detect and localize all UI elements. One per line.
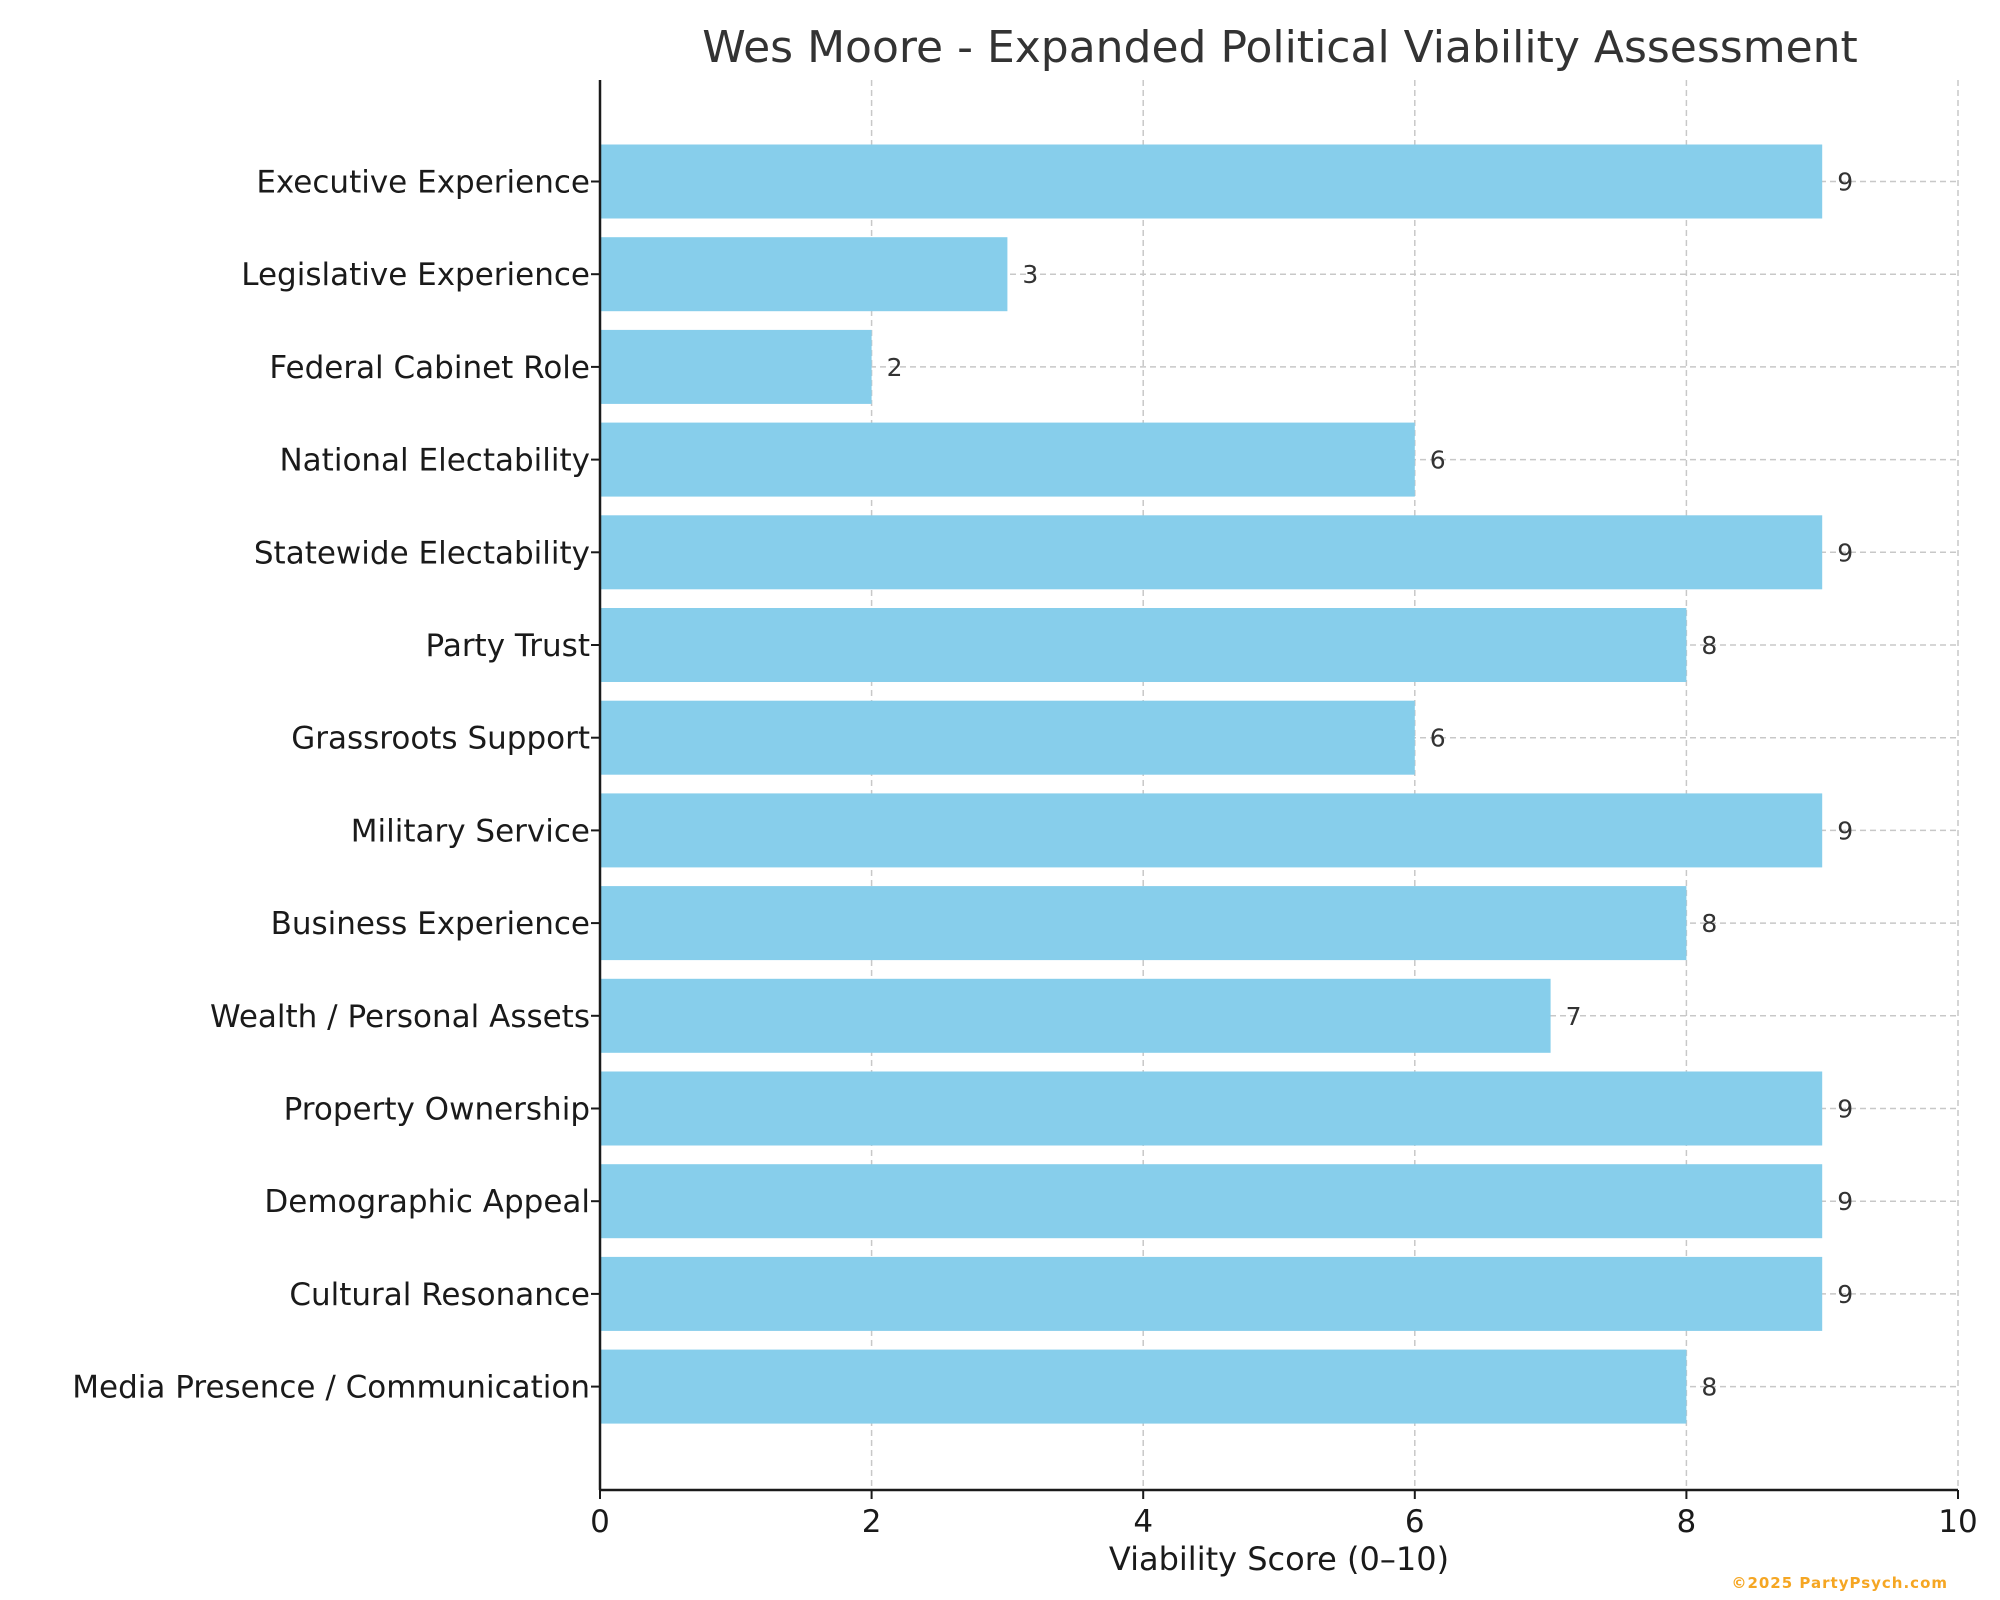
value-label: 3 <box>1022 260 1038 289</box>
x-tick-label: 10 <box>1938 1504 1977 1540</box>
bar <box>600 515 1823 590</box>
bar <box>600 422 1415 497</box>
category-label: Wealth / Personal Assets <box>210 999 590 1035</box>
axes <box>598 80 1958 1492</box>
category-label: Grassroots Support <box>291 721 590 757</box>
x-tick-label: 2 <box>862 1504 882 1540</box>
value-labels: 9 3 2 6 9 8 6 9 8 7 9 9 9 8 <box>887 168 1854 1402</box>
x-axis-label: Viability Score (0–10) <box>1109 1540 1449 1578</box>
value-label: 9 <box>1837 538 1853 567</box>
category-label: Party Trust <box>426 628 590 664</box>
category-label: National Electability <box>279 443 590 479</box>
category-label: Media Presence / Communication <box>72 1370 590 1406</box>
category-label: Cultural Resonance <box>289 1277 590 1313</box>
watermark: ©2025 PartyPsych.com <box>1731 1574 1948 1592</box>
category-label: Executive Experience <box>256 165 590 201</box>
value-label: 8 <box>1701 631 1717 660</box>
category-label: Property Ownership <box>284 1092 590 1128</box>
bar <box>600 329 872 404</box>
value-label: 8 <box>1701 1373 1717 1402</box>
value-label: 9 <box>1837 816 1853 845</box>
category-label: Military Service <box>351 813 590 849</box>
value-label: 6 <box>1430 446 1446 475</box>
value-label: 9 <box>1837 1095 1853 1124</box>
x-tick-label: 4 <box>1133 1504 1153 1540</box>
value-label: 6 <box>1430 724 1446 753</box>
value-label: 8 <box>1701 909 1717 938</box>
bar <box>600 608 1687 682</box>
bar <box>600 1164 1823 1239</box>
category-labels: Executive Experience Legislative Experien… <box>72 165 600 1406</box>
bar <box>600 978 1551 1053</box>
value-label: 9 <box>1837 1187 1853 1216</box>
bar <box>600 144 1823 219</box>
bar <box>600 1256 1823 1331</box>
category-label: Legislative Experience <box>241 257 590 293</box>
category-label: Demographic Appeal <box>264 1184 590 1220</box>
bar <box>600 700 1415 775</box>
category-label: Business Experience <box>271 906 590 942</box>
bars <box>600 144 1823 1424</box>
x-tick-labels: 0 2 4 6 8 10 <box>590 1490 1978 1540</box>
category-label: Federal Cabinet Role <box>269 350 590 386</box>
x-tick-label: 0 <box>590 1504 610 1540</box>
chart-title: Wes Moore - Expanded Political Viability… <box>702 22 1858 73</box>
bar <box>600 1349 1687 1424</box>
value-label: 2 <box>887 353 903 382</box>
value-label: 7 <box>1566 1002 1582 1031</box>
value-label: 9 <box>1837 1280 1853 1309</box>
bar <box>600 1071 1823 1146</box>
bar <box>600 886 1687 961</box>
x-tick-label: 8 <box>1677 1504 1697 1540</box>
bar <box>600 793 1823 868</box>
x-tick-label: 6 <box>1405 1504 1425 1540</box>
bar <box>600 237 1008 312</box>
value-label: 9 <box>1837 168 1853 197</box>
category-label: Statewide Electability <box>254 535 590 571</box>
